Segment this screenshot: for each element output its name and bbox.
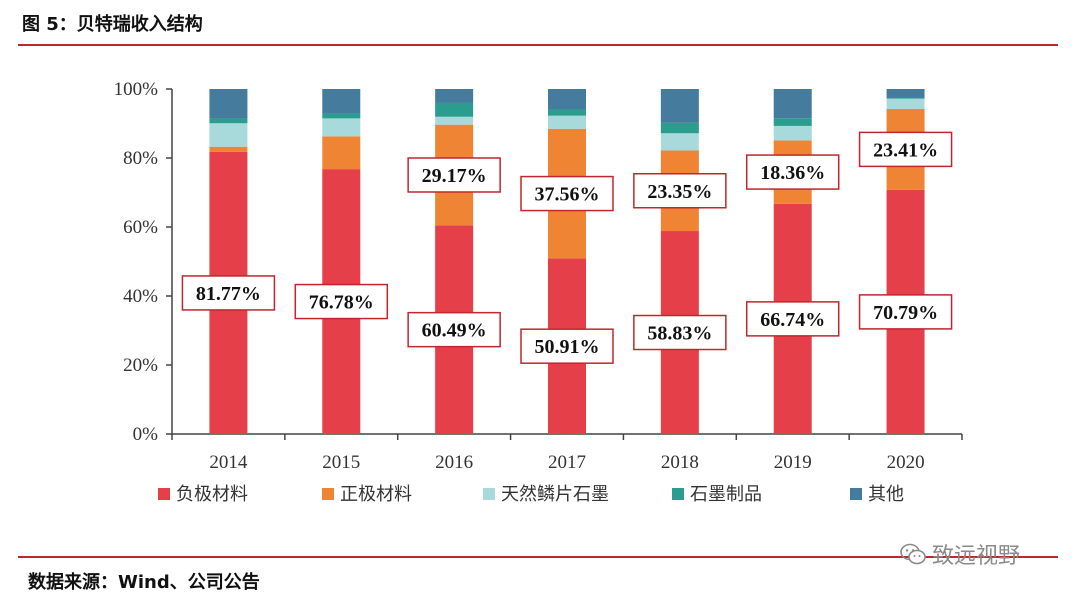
data-label-box [520,328,614,364]
bar-segment-2020-3 [886,97,925,99]
bar-segment-2016-4 [435,89,474,103]
bar-segment-2019-3 [773,118,812,126]
legend-swatch [850,488,862,500]
bar-segment-2018-4 [660,89,699,123]
x-tick-label: 2016 [435,452,473,473]
legend-label: 负极材料 [176,484,248,505]
bar-segment-2017-2 [548,115,586,129]
legend-swatch [158,488,170,500]
watermark: 致远视野 [900,538,1020,570]
legend-swatch [672,488,684,500]
data-label: 23.35% [647,181,712,203]
bar-segment-2019-2 [773,125,812,141]
bar-segment-2014-1 [209,146,248,152]
bar-segment-2018-3 [660,122,699,134]
data-label: 66.74% [760,309,825,331]
bar-segment-2015-2 [322,118,361,137]
source-note: 数据来源：Wind、公司公告 [28,572,260,593]
y-tick-label: 40% [123,286,158,307]
x-tick-label: 2014 [209,452,248,473]
data-label-box [633,173,727,209]
watermark-text: 致远视野 [932,544,1021,569]
data-label: 76.78% [309,292,374,314]
data-label: 81.77% [196,283,261,305]
x-tick-label: 2019 [774,452,812,473]
data-label: 18.36% [760,162,825,184]
data-label: 50.91% [535,336,600,358]
bar-segment-2014-2 [209,123,248,147]
bar-segment-2020-2 [886,98,925,110]
data-label-box [181,275,276,311]
data-label-box [633,314,727,351]
data-label-box [407,311,501,348]
y-tick-label: 0% [133,424,159,445]
data-label: 29.17% [422,165,487,187]
wechat-icon [900,543,926,565]
data-label-box [858,131,953,168]
data-label-box [294,283,389,320]
bar-segment-2018-2 [660,133,699,151]
bar-segment-2015-3 [322,113,361,119]
x-tick-label: 2015 [322,452,360,473]
legend-label: 其他 [868,484,904,505]
data-label-box [520,175,614,212]
y-tick-label: 60% [123,217,158,238]
legend-swatch [322,488,334,500]
data-label-box [858,294,953,330]
data-label: 23.41% [873,139,938,161]
legend-label: 天然鳞片石墨 [501,484,609,505]
bar-segment-2020-4 [886,89,925,98]
bar-segment-2015-4 [322,89,361,114]
x-tick-label: 2017 [548,452,586,473]
data-label-box [745,301,840,337]
data-label-box [407,157,501,193]
bar-segment-2014-4 [209,89,248,119]
data-label-box [745,154,840,190]
bar-segment-2016-3 [435,102,474,117]
legend-label: 石墨制品 [690,484,762,505]
x-tick-label: 2020 [887,452,925,473]
bar-segment-2016-2 [435,116,474,125]
data-label: 58.83% [647,323,712,345]
top-rule [18,44,1058,46]
legend-label: 正极材料 [340,484,412,505]
legend-swatch [483,488,495,500]
y-tick-label: 80% [123,148,158,169]
y-tick-label: 20% [123,355,158,376]
data-label: 70.79% [873,302,938,324]
bar-segment-2015-1 [322,136,361,170]
y-tick-label: 100% [114,79,159,100]
figure-title: 图 5：贝特瑞收入结构 [22,14,203,35]
bar-segment-2017-3 [548,109,586,116]
bottom-rule [18,556,1058,558]
bar-segment-2017-4 [548,89,586,110]
x-tick-label: 2018 [661,452,699,473]
bar-segment-2019-4 [773,89,812,119]
chart: 0% 20% 40% 60% 80% 100% 2014 2015 2016 2017 2018 20… [114,79,963,505]
bar-segment-2014-3 [209,118,248,124]
data-label: 60.49% [422,320,487,342]
data-label: 37.56% [535,184,600,206]
